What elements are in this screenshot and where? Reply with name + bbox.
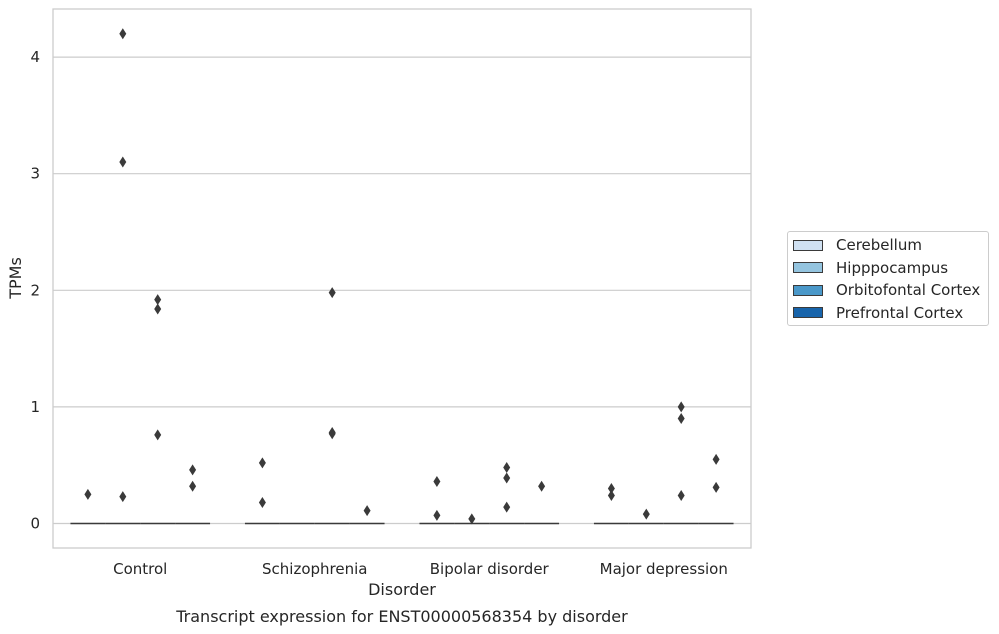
outlier-point xyxy=(119,156,127,168)
y-tick-label: 0 xyxy=(30,515,40,533)
outlier-point xyxy=(154,429,162,441)
outlier-point xyxy=(433,476,441,488)
outlier-point xyxy=(503,501,511,513)
outlier-point xyxy=(677,401,685,413)
outlier-point xyxy=(503,462,511,474)
y-axis-title: TPMs xyxy=(6,257,25,300)
plot-frame xyxy=(52,8,752,549)
outlier-point xyxy=(119,491,127,503)
outlier-point xyxy=(503,472,511,484)
outlier-point xyxy=(119,28,127,40)
x-tick-label: Major depression xyxy=(600,560,728,578)
x-tick-label: Control xyxy=(113,560,167,578)
x-tick-label: Schizophrenia xyxy=(262,560,367,578)
legend-item: Cerebellum xyxy=(793,235,922,255)
outlier-point xyxy=(607,490,615,502)
legend-label: Hipppocampus xyxy=(836,258,949,277)
outlier-point xyxy=(328,287,336,299)
y-tick-label: 1 xyxy=(30,398,40,416)
x-tick-label: Bipolar disorder xyxy=(430,560,550,578)
chart-title: Transcript expression for ENST0000056835… xyxy=(175,607,628,626)
outlier-point xyxy=(607,483,615,495)
legend: Cerebellum Hipppocampus Orbitofontal Corte… xyxy=(787,231,989,326)
outlier-point xyxy=(433,509,441,521)
outlier-point xyxy=(328,428,336,440)
legend-swatch xyxy=(793,284,823,296)
outlier-points xyxy=(84,28,720,525)
legend-swatch xyxy=(793,239,823,251)
legend-item: Orbitofontal Cortex xyxy=(793,280,980,300)
legend-swatch xyxy=(793,262,823,273)
legend-swatch xyxy=(793,307,823,318)
outlier-point xyxy=(468,513,476,525)
outlier-point xyxy=(538,480,546,492)
outlier-point xyxy=(677,413,685,425)
outlier-point xyxy=(363,505,371,517)
outlier-point xyxy=(189,464,197,476)
outlier-point xyxy=(189,480,197,492)
outlier-point xyxy=(154,294,162,306)
legend-item: Hipppocampus xyxy=(793,258,948,278)
legend-item: Prefrontal Cortex xyxy=(793,303,963,323)
outlier-point xyxy=(84,488,92,500)
outlier-point xyxy=(712,453,720,465)
outlier-point xyxy=(258,457,266,469)
y-tick-labels: 0 1 2 3 4 xyxy=(30,48,40,532)
y-tick-label: 4 xyxy=(30,48,40,66)
x-axis-title: Disorder xyxy=(368,580,436,599)
grid-lines xyxy=(53,56,751,525)
outlier-point xyxy=(712,481,720,493)
outlier-point xyxy=(642,508,650,520)
outlier-point xyxy=(677,490,685,502)
legend-label: Cerebellum xyxy=(836,236,922,254)
y-tick-label: 2 xyxy=(30,281,40,299)
outlier-point xyxy=(258,497,266,509)
x-tick-labels: Control Schizophrenia Bipolar disorder Majo… xyxy=(113,560,728,578)
outlier-point xyxy=(154,303,162,315)
legend-label: Orbitofontal Cortex xyxy=(836,281,981,299)
legend-label: Prefrontal Cortex xyxy=(836,303,964,322)
y-tick-label: 3 xyxy=(30,165,40,183)
